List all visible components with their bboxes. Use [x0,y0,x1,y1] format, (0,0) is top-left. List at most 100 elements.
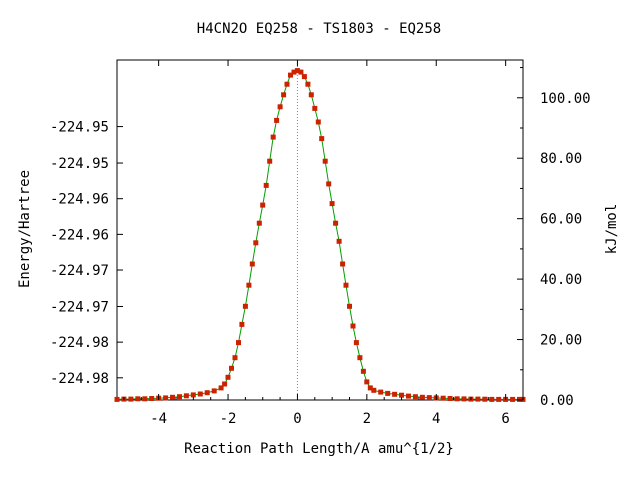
data-point [260,202,266,208]
series-line [116,70,523,400]
data-point [204,390,210,396]
y-tick-label: -224.97 [50,263,109,279]
data-point [170,394,175,400]
data-point [142,396,148,402]
data-point [270,134,276,140]
y-axis-label: Energy/Hartree [17,170,33,288]
data-point [277,104,283,110]
y-tick-label: -224.96 [50,192,109,208]
data-point [367,385,373,391]
data-point [211,388,217,394]
plot-area [116,59,524,401]
y-tick-label: -224.95 [50,156,109,172]
data-point [326,181,332,187]
data-point [239,321,245,327]
data-point [426,395,432,401]
data-point [329,201,335,207]
data-point [232,355,238,361]
data-point [242,303,248,309]
data-point [489,396,495,402]
data-point [301,74,307,80]
data-point [333,220,339,226]
data-point [447,396,453,401]
data-point [291,69,297,75]
data-point [294,68,300,74]
data-point [347,303,352,309]
data-point [353,340,359,346]
data-point [149,396,155,401]
data-point [336,238,342,244]
data-point [343,282,349,288]
data-point [385,390,391,396]
x-tick-label: 2 [363,411,371,427]
series-layer [116,70,523,400]
marker-layer [114,68,526,402]
data-point [305,81,311,87]
y-tick-label: -224.95 [50,120,109,136]
data-point [517,396,522,402]
data-point [312,105,318,111]
data-point [461,396,467,402]
y-axis-right: 0.00 20.00 40.00 60.00 80.00 100.00 [517,67,591,409]
y-tick-label: -224.98 [50,335,109,351]
data-point [236,340,241,346]
data-point [319,136,325,142]
y-tick-label: -224.96 [50,227,109,243]
data-point [249,261,255,267]
data-point [419,394,425,400]
y2-tick-label: 60.00 [540,212,582,228]
x-tick-label: 6 [501,411,509,427]
data-point [253,240,259,246]
y-axis-left: -224.98 -224.98 -224.97 -224.97 -224.96 -224.… [50,120,123,387]
data-point [399,392,404,398]
data-point [128,396,134,402]
y2-tick-label: 0.00 [540,393,574,409]
y2-tick-label: 100.00 [540,91,591,107]
data-point [197,391,203,397]
data-point [183,393,189,399]
data-point [496,396,502,402]
data-point [406,393,411,399]
data-point [308,92,314,98]
data-point [263,182,269,188]
data-point [267,158,273,164]
data-point [163,395,169,401]
data-point [135,396,141,402]
data-point [357,355,363,361]
y2-tick-label: 20.00 [540,333,582,349]
data-point [256,220,262,226]
data-point [274,117,280,123]
data-point [225,374,231,380]
data-point [246,282,252,288]
y-tick-label: -224.98 [50,371,109,387]
data-point [440,395,446,401]
data-point [412,394,418,400]
y2-axis-label: kJ/mol [604,204,620,255]
data-point [229,365,234,371]
data-point [364,379,370,385]
data-point [322,158,328,164]
data-point [340,261,346,267]
data-point [475,396,481,402]
x-tick-label: 0 [293,411,301,427]
data-point [288,72,293,78]
data-point [177,394,182,400]
y2-tick-label: 40.00 [540,272,582,288]
data-point [298,69,304,75]
data-point [510,396,516,402]
data-point [315,119,321,125]
x-tick-label: -4 [150,411,167,427]
data-point [350,323,356,329]
x-tick-label: -2 [220,411,237,427]
y-tick-label: -224.97 [50,299,109,315]
data-point [114,396,120,402]
chart-title: H4CN2O EQ258 - TS1803 - EQ258 [197,21,441,37]
data-point [190,392,196,398]
data-point [284,81,290,87]
y2-tick-label: 80.00 [540,151,582,167]
data-point [392,391,398,397]
data-point [222,381,228,387]
data-point [482,396,488,402]
data-point [360,368,366,374]
